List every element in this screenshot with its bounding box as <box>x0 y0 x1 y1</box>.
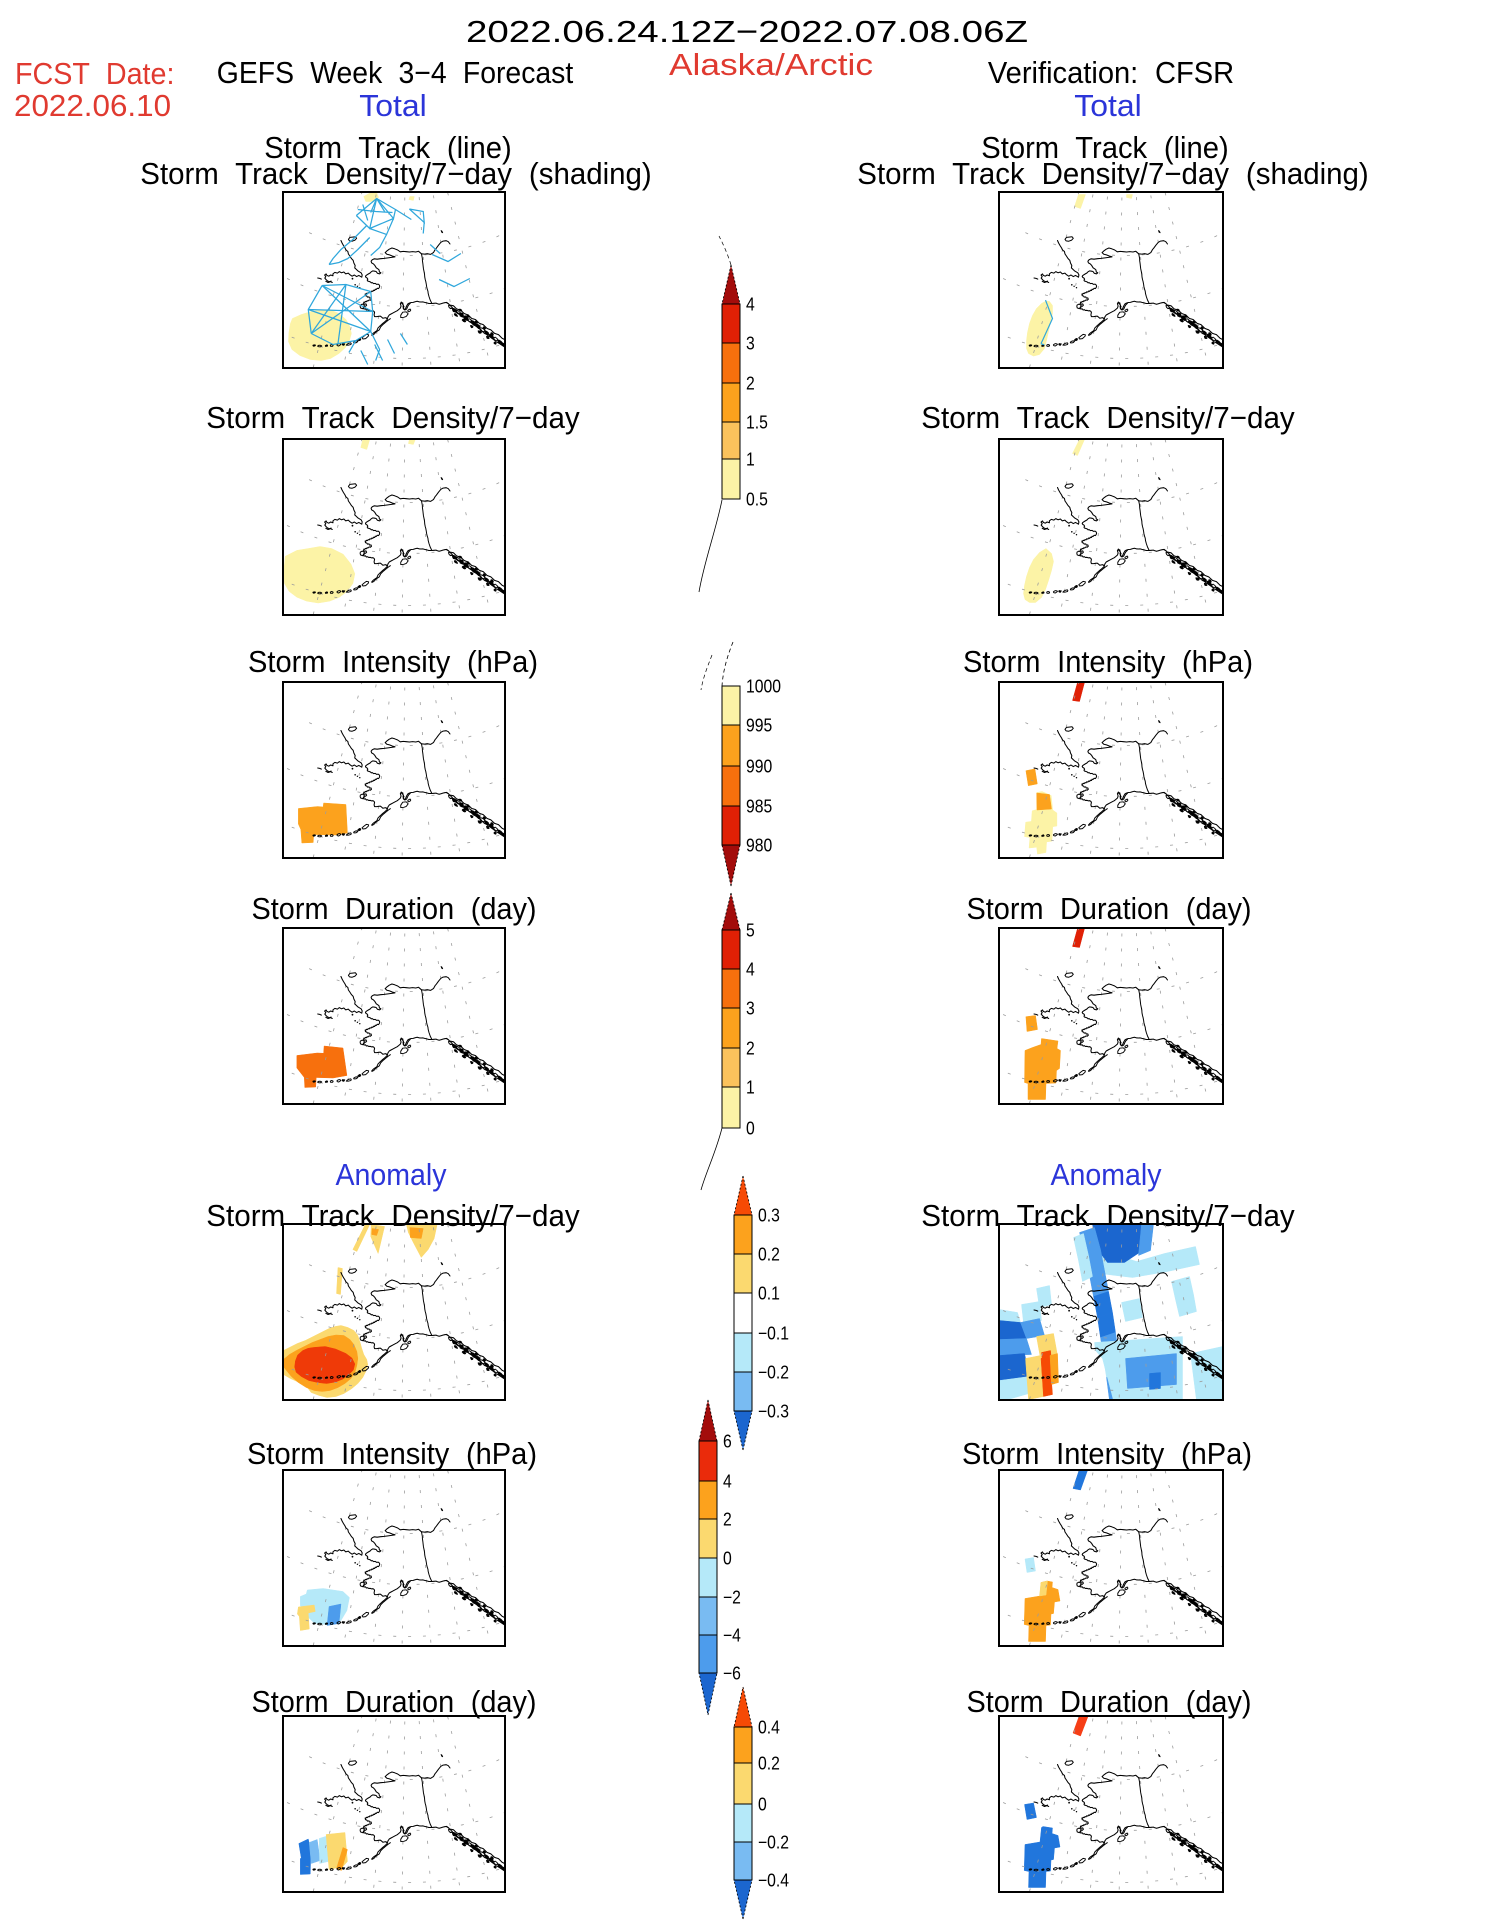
svg-text:−0.4: −0.4 <box>758 1869 789 1891</box>
svg-text:3: 3 <box>746 332 755 354</box>
svg-text:4: 4 <box>746 293 755 315</box>
svg-text:5: 5 <box>746 919 755 941</box>
svg-text:−0.1: −0.1 <box>758 1322 789 1344</box>
svg-text:2: 2 <box>746 372 755 394</box>
svg-text:0.3: 0.3 <box>758 1204 780 1226</box>
svg-text:−0.2: −0.2 <box>758 1361 789 1383</box>
svg-text:1: 1 <box>746 448 755 470</box>
svg-text:0.4: 0.4 <box>758 1716 780 1738</box>
svg-text:−4: −4 <box>723 1624 741 1646</box>
svg-text:−2: −2 <box>723 1586 741 1608</box>
svg-text:995: 995 <box>746 714 772 736</box>
svg-text:−0.2: −0.2 <box>758 1831 789 1853</box>
svg-text:1.5: 1.5 <box>746 411 768 433</box>
svg-text:1000: 1000 <box>746 675 781 697</box>
svg-text:2: 2 <box>723 1508 732 1530</box>
svg-text:990: 990 <box>746 755 772 777</box>
svg-text:6: 6 <box>723 1430 732 1452</box>
svg-text:1: 1 <box>746 1076 755 1098</box>
svg-text:0.5: 0.5 <box>746 488 768 510</box>
svg-text:−0.3: −0.3 <box>758 1400 789 1422</box>
svg-text:3: 3 <box>746 997 755 1019</box>
svg-text:0: 0 <box>758 1793 767 1815</box>
svg-text:4: 4 <box>746 958 755 980</box>
svg-text:0: 0 <box>746 1117 755 1139</box>
svg-text:0.2: 0.2 <box>758 1752 780 1774</box>
svg-text:980: 980 <box>746 834 772 856</box>
svg-text:0.1: 0.1 <box>758 1282 780 1304</box>
svg-text:4: 4 <box>723 1470 732 1492</box>
svg-text:0: 0 <box>723 1547 732 1569</box>
svg-text:−6: −6 <box>723 1662 741 1684</box>
svg-text:2: 2 <box>746 1037 755 1059</box>
svg-text:0.2: 0.2 <box>758 1243 780 1265</box>
svg-text:985: 985 <box>746 795 772 817</box>
